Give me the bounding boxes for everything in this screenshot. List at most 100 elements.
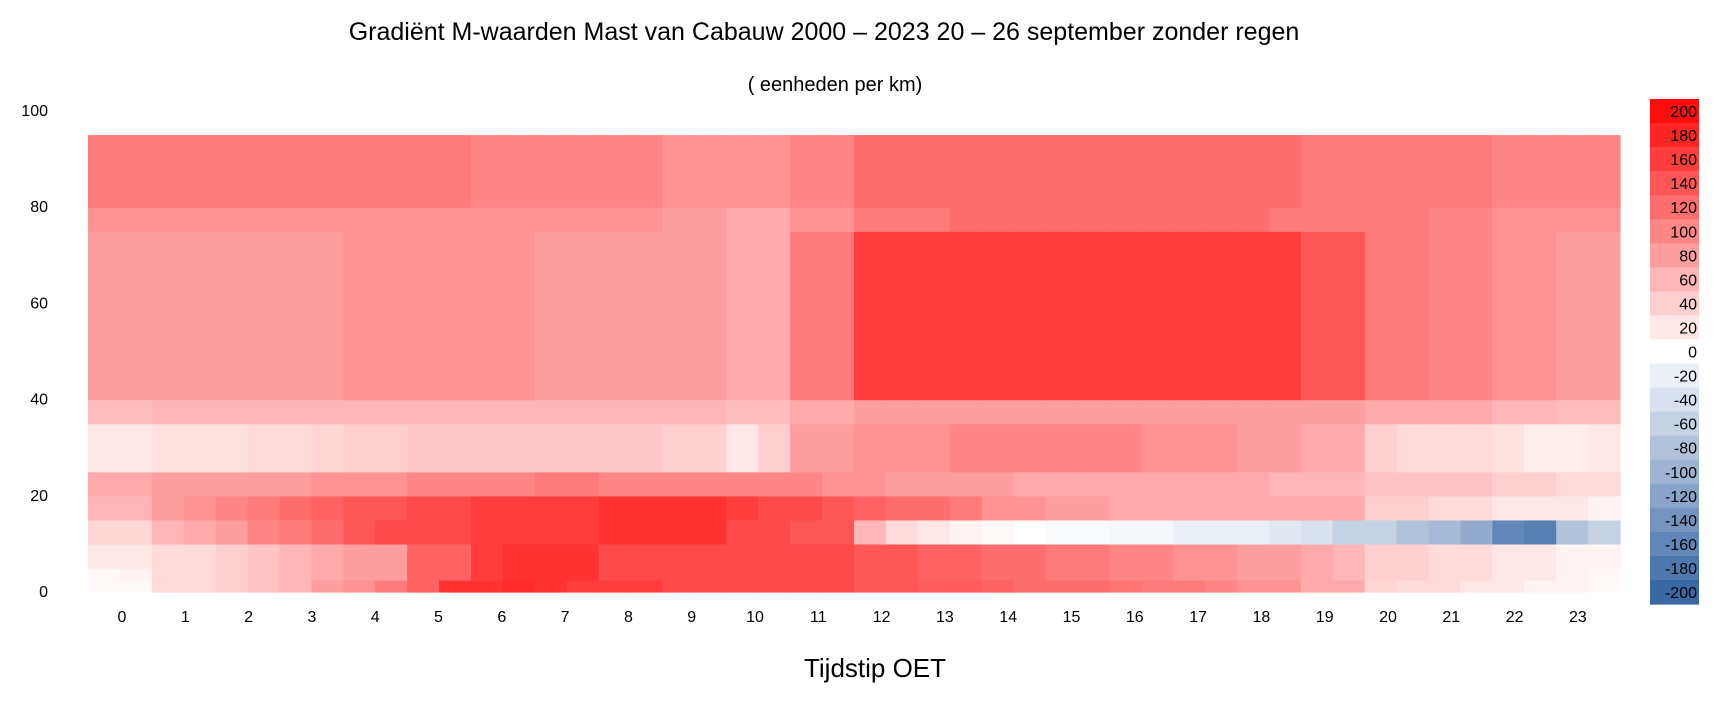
- heatmap-cell: [885, 231, 919, 401]
- heatmap-cell: [247, 207, 281, 232]
- colorbar-swatch: [1650, 99, 1699, 124]
- heatmap-cell: [1556, 495, 1589, 521]
- heatmap-cell: [407, 519, 440, 545]
- heatmap-cell: [183, 567, 217, 581]
- x-axis-ticks: 0 1 2 3 4 5 6 7 8 9 10 11 12 13 14 15 16 17 18 19 20 21 22 23: [118, 609, 1587, 626]
- heatmap-cell: [758, 579, 791, 593]
- heatmap-cell: [566, 543, 600, 569]
- heatmap-cell: [949, 207, 983, 232]
- y-tick-label: 100: [21, 103, 48, 120]
- heatmap-cell: [311, 399, 344, 425]
- heatmap-cell: [662, 207, 696, 232]
- heatmap-cell: [247, 399, 281, 425]
- heatmap-cell: [1300, 495, 1334, 521]
- heatmap-cell: [407, 399, 440, 425]
- colorbar-label: 80: [1679, 248, 1697, 265]
- heatmap-cell: [1109, 579, 1142, 593]
- colorbar-label: -200: [1665, 585, 1697, 602]
- heatmap-cell: [1588, 567, 1621, 581]
- heatmap-cell: [981, 579, 1015, 593]
- heatmap-cell: [1524, 207, 1557, 232]
- x-tick-label: 8: [624, 609, 633, 626]
- heatmap-cell: [1300, 543, 1334, 569]
- heatmap-cell: [1109, 543, 1142, 569]
- heatmap-cell: [343, 519, 376, 545]
- heatmap-cell: [1109, 495, 1142, 521]
- heatmap-cell: [375, 471, 408, 497]
- x-tick-label: 19: [1316, 609, 1334, 626]
- heatmap-cell: [1524, 519, 1557, 545]
- heatmap-cell: [471, 207, 504, 232]
- heatmap-cell: [790, 399, 823, 425]
- x-tick-label: 3: [307, 609, 316, 626]
- heatmap-cell: [1428, 543, 1462, 569]
- heatmap-cell: [247, 519, 281, 545]
- heatmap-cell: [1364, 423, 1398, 473]
- heatmap-cell: [1524, 495, 1557, 521]
- heatmap-cell: [758, 135, 791, 208]
- heatmap-cell: [375, 519, 408, 545]
- heatmap-cell: [215, 579, 249, 593]
- heatmap-cell: [1173, 471, 1206, 497]
- heatmap-cell: [1268, 567, 1302, 581]
- heatmap-cell: [183, 231, 217, 401]
- heatmap-cell: [854, 567, 887, 581]
- heatmap-cell: [1109, 423, 1142, 473]
- heatmap-cell: [151, 423, 185, 473]
- heatmap-cell: [151, 519, 185, 545]
- heatmap-cell: [1109, 231, 1142, 401]
- heatmap-cell: [1364, 135, 1398, 208]
- heatmap-cell: [1460, 399, 1493, 425]
- heatmap-cell: [598, 207, 632, 232]
- heatmap-cell: [758, 519, 791, 545]
- heatmap-cell: [1588, 495, 1621, 521]
- x-tick-label: 18: [1253, 609, 1271, 626]
- heatmap-cell: [1173, 231, 1206, 401]
- heatmap-cell: [1045, 423, 1079, 473]
- heatmap-cell: [822, 579, 855, 593]
- heatmap-cell: [726, 135, 759, 208]
- heatmap-cell: [439, 519, 472, 545]
- heatmap-cell: [790, 135, 823, 208]
- heatmap-cell: [1173, 579, 1206, 593]
- heatmap-cell: [726, 231, 759, 401]
- colorbar-swatch: [1650, 195, 1699, 220]
- heatmap-cell: [1588, 579, 1621, 593]
- heatmap-cell: [279, 543, 313, 569]
- heatmap-cell: [917, 423, 951, 473]
- colorbar-label: -100: [1665, 465, 1697, 482]
- heatmap-cell: [343, 579, 376, 593]
- x-tick-label: 6: [497, 609, 506, 626]
- heatmap-cell: [1428, 567, 1462, 581]
- heatmap-cell: [119, 495, 153, 521]
- heatmap-cell: [1588, 231, 1621, 401]
- colorbar-swatch: [1650, 171, 1699, 196]
- heatmap-cell: [439, 495, 472, 521]
- heatmap-cell: [1588, 471, 1621, 497]
- heatmap-cell: [854, 519, 887, 545]
- heatmap-cell: [1556, 543, 1589, 569]
- heatmap-cell: [1396, 579, 1430, 593]
- heatmap-cell: [407, 135, 440, 208]
- heatmap-cell: [694, 543, 727, 569]
- heatmap-cell: [1205, 579, 1238, 593]
- heatmap-cell: [215, 423, 249, 473]
- x-tick-label: 13: [936, 609, 954, 626]
- heatmap-cell: [88, 567, 121, 581]
- heatmap-cell: [1045, 567, 1079, 581]
- colorbar-swatch: [1650, 411, 1699, 437]
- heatmap-cell: [1332, 423, 1366, 473]
- heatmap-cell: [566, 423, 600, 473]
- heatmap-cell: [279, 231, 313, 401]
- heatmap-cell: [1492, 519, 1525, 545]
- heatmap-cell: [1109, 207, 1142, 232]
- heatmap-cell: [662, 567, 696, 581]
- heatmap-cell: [1364, 231, 1398, 401]
- heatmap-cell: [215, 495, 249, 521]
- heatmap-cell: [88, 135, 121, 208]
- heatmap-cell: [88, 579, 121, 593]
- heatmap-cell: [790, 231, 823, 401]
- heatmap-cell: [1492, 399, 1525, 425]
- heatmap-cell: [630, 519, 664, 545]
